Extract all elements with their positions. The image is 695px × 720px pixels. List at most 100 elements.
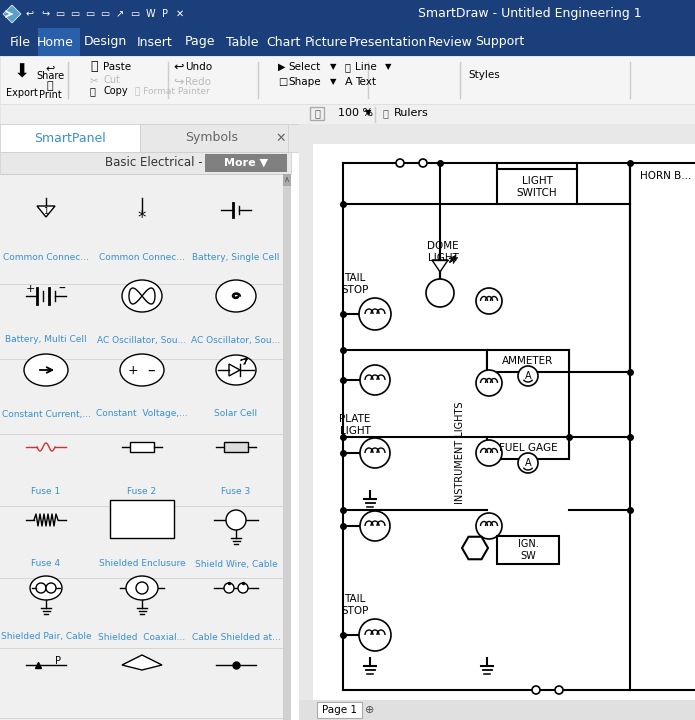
Text: Fuse 1: Fuse 1 bbox=[31, 487, 60, 495]
Text: SmartPanel: SmartPanel bbox=[34, 132, 106, 145]
Text: Battery, Single Cell: Battery, Single Cell bbox=[193, 253, 279, 263]
Text: Fuse 2: Fuse 2 bbox=[127, 487, 156, 495]
Bar bbox=[224, 442, 248, 452]
Text: Table: Table bbox=[226, 35, 259, 48]
Ellipse shape bbox=[30, 576, 62, 600]
Bar bbox=[299, 124, 695, 144]
Circle shape bbox=[518, 366, 538, 386]
Text: TAIL
STOP: TAIL STOP bbox=[341, 273, 368, 294]
Text: 🔍: 🔍 bbox=[314, 108, 320, 118]
Circle shape bbox=[224, 583, 234, 593]
Text: Chart: Chart bbox=[265, 35, 300, 48]
Text: □: □ bbox=[278, 77, 287, 87]
Text: ▶: ▶ bbox=[278, 62, 286, 72]
Text: Fuse 3: Fuse 3 bbox=[222, 487, 251, 495]
Bar bbox=[313, 144, 695, 700]
Circle shape bbox=[136, 582, 148, 594]
Circle shape bbox=[360, 365, 390, 395]
Text: ▼: ▼ bbox=[385, 63, 391, 71]
Bar bbox=[497, 169, 577, 204]
Text: Share: Share bbox=[36, 71, 64, 81]
Text: Shield Wire, Cable: Shield Wire, Cable bbox=[195, 559, 277, 569]
Text: File: File bbox=[10, 35, 31, 48]
Circle shape bbox=[555, 686, 563, 694]
Text: Basic Electrical - 1: Basic Electrical - 1 bbox=[105, 156, 214, 169]
Text: SmartDraw - Untitled Engineering 1: SmartDraw - Untitled Engineering 1 bbox=[418, 7, 641, 20]
Circle shape bbox=[360, 438, 390, 468]
Text: ⬇: ⬇ bbox=[14, 63, 30, 81]
Text: Constant Current,...: Constant Current,... bbox=[1, 410, 90, 418]
Circle shape bbox=[518, 453, 538, 473]
Bar bbox=[310, 107, 324, 120]
Text: Copy: Copy bbox=[103, 86, 128, 96]
Text: Common Connec...: Common Connec... bbox=[3, 253, 89, 263]
Bar bbox=[205, 154, 287, 172]
Circle shape bbox=[419, 159, 427, 167]
Circle shape bbox=[46, 583, 56, 593]
Bar bbox=[0, 174, 291, 720]
Text: ▭: ▭ bbox=[56, 9, 65, 19]
Text: Undo: Undo bbox=[185, 62, 212, 72]
Text: Support: Support bbox=[475, 35, 525, 48]
Text: AC Oscillator, Sou...: AC Oscillator, Sou... bbox=[191, 336, 281, 344]
Text: Shielded  Coaxial...: Shielded Coaxial... bbox=[99, 632, 186, 642]
Text: +: + bbox=[128, 364, 138, 377]
Text: +: + bbox=[25, 284, 35, 294]
Text: ↪: ↪ bbox=[173, 76, 183, 89]
Text: W: W bbox=[145, 9, 155, 19]
Text: Styles: Styles bbox=[468, 70, 500, 80]
Bar bbox=[283, 174, 291, 186]
Circle shape bbox=[226, 510, 246, 530]
Bar bbox=[0, 28, 695, 56]
Text: PLATE
LIGHT: PLATE LIGHT bbox=[339, 414, 370, 436]
Text: Line: Line bbox=[355, 62, 377, 72]
Text: A: A bbox=[525, 371, 531, 381]
Circle shape bbox=[36, 583, 46, 593]
Ellipse shape bbox=[216, 355, 256, 385]
Text: ⊕: ⊕ bbox=[366, 705, 375, 715]
Text: Cable Shielded at...: Cable Shielded at... bbox=[192, 632, 280, 642]
Text: ↗: ↗ bbox=[116, 9, 124, 19]
Text: HORN B...: HORN B... bbox=[640, 171, 692, 181]
Text: ✕: ✕ bbox=[276, 132, 286, 145]
Bar bbox=[283, 174, 291, 720]
Text: Rulers: Rulers bbox=[394, 108, 429, 118]
Polygon shape bbox=[122, 655, 162, 670]
Bar bbox=[299, 144, 313, 700]
Text: ↩: ↩ bbox=[173, 60, 183, 73]
Text: ▭: ▭ bbox=[70, 9, 80, 19]
Text: *: * bbox=[138, 209, 146, 227]
Text: Solar Cell: Solar Cell bbox=[215, 410, 258, 418]
Bar bbox=[130, 442, 154, 452]
Bar bbox=[0, 124, 695, 152]
Bar bbox=[0, 0, 695, 28]
Text: A: A bbox=[525, 458, 531, 468]
Text: 1: 1 bbox=[43, 207, 49, 215]
Text: Common Connec...: Common Connec... bbox=[99, 253, 185, 263]
Text: Shielded Enclusure: Shielded Enclusure bbox=[99, 559, 186, 569]
Ellipse shape bbox=[122, 280, 162, 312]
Text: TAIL
STOP: TAIL STOP bbox=[341, 594, 368, 616]
Text: –: – bbox=[147, 362, 155, 377]
Circle shape bbox=[360, 511, 390, 541]
Text: Symbols: Symbols bbox=[186, 132, 238, 145]
Text: Picture: Picture bbox=[304, 35, 348, 48]
Text: Shielded Pair, Cable: Shielded Pair, Cable bbox=[1, 632, 91, 642]
Text: Design: Design bbox=[83, 35, 126, 48]
Bar bbox=[110, 500, 174, 538]
Text: LIGHT
SWITCH: LIGHT SWITCH bbox=[516, 176, 557, 198]
Text: ✂: ✂ bbox=[90, 75, 99, 85]
Text: ⌒: ⌒ bbox=[345, 62, 351, 72]
Text: Review: Review bbox=[427, 35, 473, 48]
Text: Cut: Cut bbox=[103, 75, 120, 85]
Bar bbox=[299, 124, 695, 720]
Text: ▼: ▼ bbox=[330, 78, 336, 86]
Text: Paste: Paste bbox=[103, 62, 131, 72]
Polygon shape bbox=[229, 364, 240, 376]
Text: ▭: ▭ bbox=[100, 9, 110, 19]
Text: Battery, Multi Cell: Battery, Multi Cell bbox=[5, 336, 87, 344]
Text: 100 %: 100 % bbox=[338, 108, 373, 118]
Ellipse shape bbox=[216, 280, 256, 312]
Text: IGN.
SW: IGN. SW bbox=[518, 539, 539, 561]
Bar bbox=[487, 350, 569, 372]
